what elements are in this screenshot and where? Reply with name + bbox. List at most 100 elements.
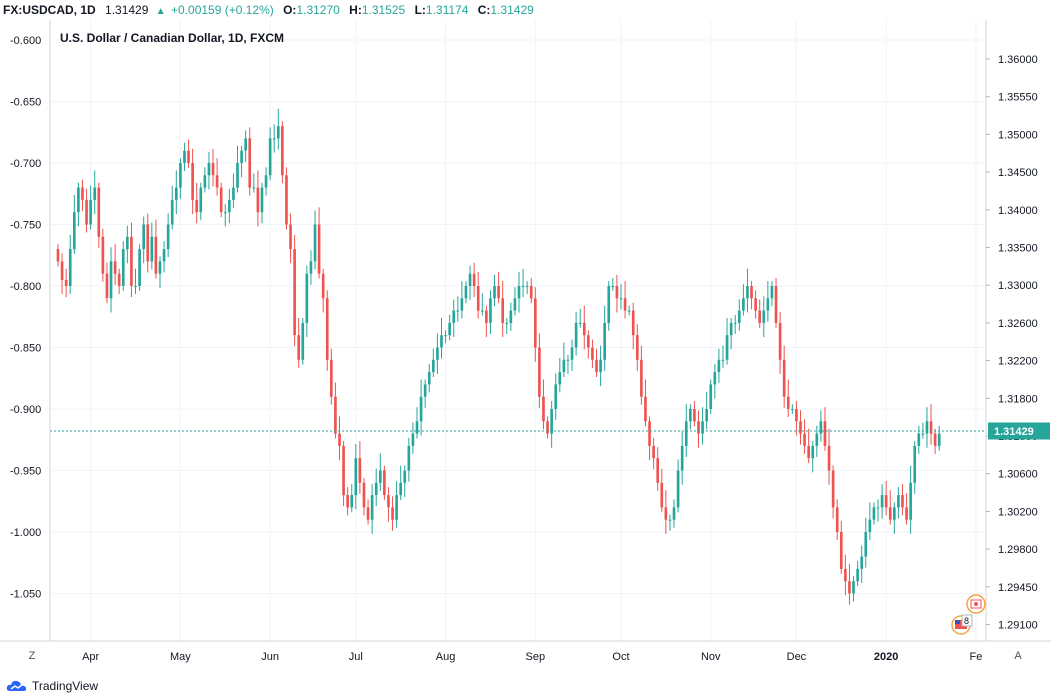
symbol-label[interactable]: FX:USDCAD, 1D — [3, 3, 96, 17]
candle-body — [215, 175, 219, 188]
candle — [884, 480, 888, 516]
candle-body — [150, 236, 154, 262]
candle-body — [623, 298, 627, 311]
candle — [913, 440, 917, 494]
candle — [411, 422, 415, 454]
candle-body — [562, 359, 566, 373]
candle — [338, 416, 341, 461]
candle — [856, 560, 859, 587]
candle — [252, 173, 256, 193]
candle-body — [207, 163, 211, 176]
low-label: L: — [414, 3, 426, 17]
candle — [546, 416, 549, 439]
candle — [374, 468, 378, 507]
candle — [672, 499, 676, 528]
candle — [366, 499, 370, 525]
candle-body — [68, 249, 72, 286]
candle — [807, 428, 810, 464]
candle-body — [770, 286, 774, 299]
zoom-scale-button[interactable]: Z — [28, 650, 36, 662]
candle-body — [807, 445, 810, 459]
candle-body — [228, 199, 231, 213]
plot-area[interactable] — [50, 20, 986, 641]
candle — [795, 401, 798, 436]
candle — [199, 182, 203, 221]
candle-body — [383, 470, 386, 496]
candle — [729, 317, 733, 350]
high-value: 1.31525 — [361, 3, 406, 17]
candle — [664, 490, 668, 534]
candle — [513, 287, 517, 316]
candle — [325, 290, 329, 371]
last-price-tag: 1.31429 — [988, 422, 1050, 440]
time-tick-label: Sep — [526, 651, 546, 663]
grid — [50, 20, 986, 641]
candle — [619, 284, 623, 310]
candle-body — [897, 495, 900, 508]
candle — [244, 130, 247, 162]
candle — [460, 281, 464, 319]
right-tick-label: 1.29450 — [998, 582, 1038, 594]
candle-body — [293, 249, 296, 336]
candle — [819, 410, 823, 442]
candle — [444, 330, 447, 344]
candle — [521, 268, 525, 298]
left-axis[interactable]: -0.600 -0.650 -0.700 -0.750 -0.800 -0.850 -0.9… — [10, 35, 41, 601]
candle — [321, 268, 325, 313]
ca-flag-event-icon[interactable] — [966, 594, 986, 614]
candle — [525, 281, 529, 294]
candle-body — [844, 568, 847, 582]
candle — [778, 311, 782, 374]
candle-body — [884, 495, 888, 508]
candle-body — [138, 249, 141, 286]
candle — [154, 219, 158, 279]
candle — [852, 576, 855, 602]
candle-body — [648, 421, 651, 446]
right-tick-label: 1.32600 — [998, 318, 1038, 330]
candle-body — [460, 298, 464, 311]
event-count-badge[interactable]: 8 — [961, 614, 973, 627]
left-tick-label: -0.700 — [10, 158, 41, 170]
candle — [228, 188, 231, 224]
candle — [501, 281, 505, 338]
candle — [56, 244, 60, 267]
auto-scale-button[interactable]: A — [1014, 650, 1022, 662]
candlestick-chart[interactable]: U.S. Dollar / Canadian Dollar, 1D, FXCM … — [0, 0, 1051, 676]
time-tick-label: Apr — [82, 651, 99, 663]
close-value: 1.31429 — [490, 3, 534, 17]
candle-body — [276, 126, 280, 139]
candle — [370, 484, 374, 534]
candle-body — [554, 384, 558, 409]
candle — [591, 339, 594, 368]
candle-body — [232, 187, 235, 200]
candle — [578, 308, 582, 328]
candle — [378, 453, 382, 491]
candle — [746, 268, 749, 313]
candle — [93, 170, 97, 215]
candle — [64, 268, 68, 298]
candle — [574, 311, 578, 356]
candle — [587, 330, 590, 359]
right-tick-label: 1.33000 — [998, 280, 1038, 292]
left-tick-label: -0.600 — [10, 35, 41, 47]
candle-body — [835, 507, 839, 532]
candle — [472, 262, 476, 298]
candle-body — [599, 359, 602, 373]
right-axis[interactable]: 1.36000 1.35550 1.35000 1.34500 1.34000 1.335… — [986, 54, 1038, 632]
candle-body — [77, 187, 80, 213]
candle-body — [921, 433, 925, 435]
candle-body — [338, 433, 341, 446]
candle-body — [272, 138, 276, 140]
candle — [644, 379, 647, 427]
candle-body — [170, 199, 174, 225]
last-price: 1.31429 — [105, 3, 149, 17]
candle-body — [183, 150, 186, 163]
candle-body — [476, 286, 480, 311]
time-axis[interactable]: Apr May Jun Jul Aug Sep Oct Nov Dec 2020 Fe — [82, 651, 982, 663]
candle-body — [264, 175, 268, 188]
candle-body — [509, 310, 513, 323]
candle-body — [317, 224, 321, 274]
legend-bar: FX:USDCAD, 1D 1.31429 ▲ +0.00159 (+0.12%… — [0, 0, 1051, 20]
tradingview-logo[interactable]: TradingView — [6, 679, 98, 693]
candle-body — [733, 322, 737, 324]
